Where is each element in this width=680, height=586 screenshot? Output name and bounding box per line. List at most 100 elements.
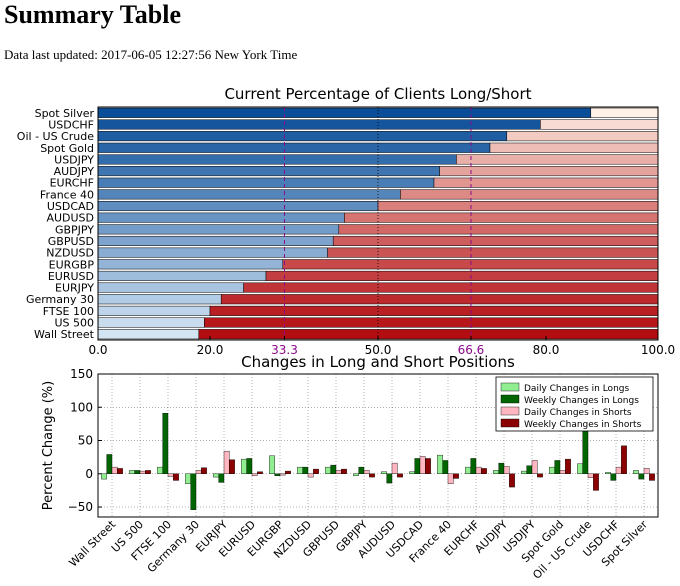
change-bar	[593, 473, 599, 491]
long-bar	[97, 317, 205, 328]
change-bar	[129, 470, 135, 474]
short-bar	[590, 107, 659, 118]
long-bar	[97, 270, 267, 281]
long-bar	[97, 259, 284, 270]
change-bar	[470, 458, 477, 474]
bottom-chart-title: Changes in Long and Short Positions	[241, 353, 515, 371]
change-bar	[605, 472, 611, 474]
change-bar	[509, 473, 515, 488]
change-bar	[531, 460, 538, 474]
data-updated-text: Data last updated: 2017-06-05 12:27:56 N…	[4, 47, 298, 62]
short-bar	[204, 317, 659, 328]
change-bar	[190, 473, 197, 510]
x-tick-label: 33.3	[271, 343, 298, 357]
legend-label: Daily Changes in Shorts	[524, 408, 632, 418]
y-tick-label: 150	[70, 367, 93, 381]
change-bar	[503, 466, 510, 474]
change-bar	[269, 455, 275, 474]
long-bar	[97, 200, 379, 212]
category-label: Spot Silver	[35, 107, 95, 120]
change-bar	[257, 471, 263, 474]
change-bar	[325, 466, 331, 474]
change-bar	[643, 468, 650, 474]
legend-swatch	[500, 394, 520, 404]
category-label: GBPJPY	[55, 223, 94, 236]
long-bar	[97, 107, 592, 118]
y-tick-label: 50	[78, 434, 93, 448]
category-label: EURUSD	[48, 270, 94, 283]
short-bar	[489, 142, 659, 153]
short-bar	[209, 305, 659, 316]
y-tick-label: 100	[70, 400, 93, 414]
category-label: AUDUSD	[46, 212, 94, 225]
legend-label: Weekly Changes in Longs	[524, 396, 639, 406]
long-bar	[97, 177, 435, 188]
change-bar	[241, 458, 247, 474]
change-bar	[157, 466, 163, 474]
change-bar	[582, 430, 589, 474]
change-bar	[201, 467, 207, 474]
x-tick-label: 100.0	[641, 343, 675, 357]
change-bar	[577, 463, 583, 474]
change-bar	[481, 468, 487, 474]
change-bar	[341, 468, 347, 474]
change-bar	[565, 458, 571, 474]
change-bar	[391, 462, 398, 474]
change-bar	[369, 473, 375, 478]
short-bar	[220, 294, 659, 305]
change-bar	[386, 473, 393, 484]
bottom-plot-frame	[97, 373, 659, 518]
category-label: AUDJPY	[54, 165, 95, 178]
change-bar	[218, 473, 225, 483]
change-bar	[106, 454, 113, 474]
change-bar	[223, 450, 230, 474]
long-bar	[97, 224, 340, 235]
change-bar	[453, 473, 459, 479]
category-label: EURCHF	[50, 177, 94, 190]
change-bar	[101, 473, 107, 480]
change-bar	[134, 470, 141, 474]
change-bar	[302, 466, 309, 474]
change-bar	[285, 470, 291, 474]
legend-box	[495, 376, 654, 432]
change-bar	[638, 473, 645, 480]
short-bar	[400, 189, 659, 200]
change-bar	[229, 459, 235, 474]
category-label: GBPUSD	[48, 235, 94, 248]
category-label: NZDUSD	[46, 247, 94, 260]
change-bar	[649, 473, 655, 481]
change-bar	[498, 462, 505, 474]
long-bar	[97, 247, 328, 258]
category-label: EURGBP	[49, 258, 95, 271]
change-bar	[425, 458, 431, 474]
top-chart-title: Current Percentage of Clients Long/Short	[224, 85, 531, 103]
change-bar	[330, 464, 337, 474]
change-bar	[559, 470, 566, 474]
long-bar	[97, 142, 491, 153]
category-label: USDCHF	[48, 118, 94, 131]
category-label: France 40	[40, 188, 94, 201]
change-bar	[587, 473, 594, 478]
category-label: USDJPY	[54, 153, 94, 166]
change-bar	[313, 468, 319, 474]
short-bar	[439, 166, 659, 177]
long-bar	[97, 282, 244, 293]
short-bar	[282, 259, 659, 270]
change-bar	[363, 470, 370, 474]
change-bar	[521, 470, 527, 474]
category-label: Spot Gold	[40, 142, 94, 155]
category-label: Germany 30	[26, 293, 94, 306]
long-bar	[97, 212, 345, 223]
change-bar	[621, 445, 627, 474]
change-bar	[381, 471, 387, 474]
change-bar	[414, 458, 421, 474]
category-label: Wall Street	[34, 328, 95, 341]
short-bar	[433, 177, 659, 188]
long-bar	[97, 166, 440, 177]
x-tick-label: 0.0	[88, 343, 107, 357]
short-bar	[198, 329, 659, 340]
change-bar	[537, 473, 543, 478]
change-bar	[554, 460, 561, 474]
long-bar	[97, 294, 222, 305]
change-bar	[246, 458, 253, 474]
